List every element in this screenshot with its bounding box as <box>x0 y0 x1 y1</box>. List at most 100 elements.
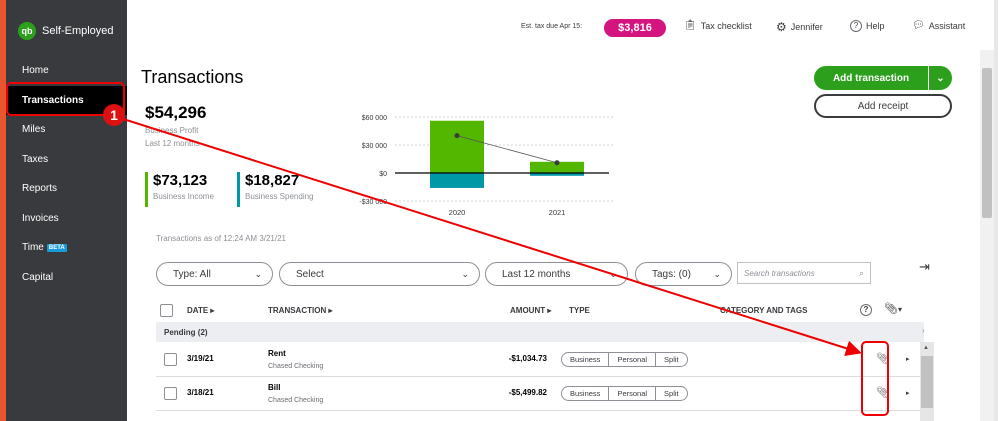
tags-filter[interactable]: Tags: (0) ⌄ <box>635 262 732 286</box>
scroll-up-arrow-icon[interactable]: ▲ <box>923 345 929 351</box>
sidebar-item-reports[interactable]: Reports <box>6 174 127 204</box>
profit-chart: $60 000 $30 000 $0 -$30 000 2020 2021 <box>359 115 615 217</box>
tax-due-amount-button[interactable]: $3,816 <box>604 19 666 37</box>
business-income-value: $73,123 <box>153 172 208 189</box>
select-filter[interactable]: Select ⌄ <box>279 262 480 286</box>
beta-badge: BETA <box>46 243 67 252</box>
annotation-highlight-transactions <box>6 82 125 116</box>
amount-header-label: AMOUNT <box>510 306 546 315</box>
sidebar-item-taxes[interactable]: Taxes <box>6 145 127 175</box>
date-column-header[interactable]: DATE ▸ <box>187 306 215 315</box>
sidebar-item-label: Invoices <box>22 212 59 224</box>
pending-expand-icon[interactable]: › <box>922 326 925 335</box>
tax-checklist-link[interactable]: 📋︎ Tax checklist <box>684 20 752 31</box>
transaction-header-label: TRANSACTION <box>268 306 327 315</box>
attach-receipt-icon[interactable]: 📎︎ <box>876 387 890 399</box>
search-placeholder: Search transactions <box>744 268 815 278</box>
chevron-down-icon: ⌄ <box>461 268 469 279</box>
table-row[interactable]: 3/19/21 Rent Chased Checking -$1,034.73 … <box>156 343 924 377</box>
tags-filter-value: Tags: (0) <box>652 268 691 280</box>
table-row[interactable]: 3/18/21 Bill Chased Checking -$5,499.82 … <box>156 377 924 411</box>
table-scrollbar-thumb[interactable] <box>921 356 933 408</box>
date-header-label: DATE <box>187 306 209 315</box>
sidebar-item-home[interactable]: Home <box>6 56 127 86</box>
export-icon[interactable]: ⇥ <box>919 259 930 274</box>
type-split-option[interactable]: Split <box>664 355 679 364</box>
window-edge <box>994 0 998 421</box>
row-expand-icon[interactable]: ▸ <box>906 390 910 397</box>
row-checkbox[interactable] <box>164 387 177 400</box>
page-title: Transactions <box>141 67 244 87</box>
sidebar-item-label: Capital <box>22 271 54 283</box>
business-income-label: Business Income <box>153 192 214 201</box>
business-profit-label: Business Profit <box>145 126 199 135</box>
sidebar-item-miles[interactable]: Miles <box>6 115 127 145</box>
sidebar-item-label: Home <box>22 65 49 77</box>
chart-category-label: 2021 <box>549 208 566 217</box>
sidebar-item-invoices[interactable]: Invoices <box>6 204 127 234</box>
help-link[interactable]: ? Help <box>850 20 885 32</box>
chart-tick-label: $30 000 <box>362 143 387 150</box>
type-segmented-control: Business Personal Split <box>561 352 688 367</box>
add-transaction-button[interactable]: Add transaction ⌄ <box>814 66 952 90</box>
amount-column-header[interactable]: AMOUNT ▸ <box>510 306 552 315</box>
type-business-option[interactable]: Business <box>562 387 610 400</box>
search-icon: ⌕ <box>858 267 864 278</box>
tax-due-label: Est. tax due Apr 15: <box>521 23 583 30</box>
chart-bar-spending <box>430 173 484 188</box>
chevron-down-icon[interactable]: ⌄ <box>928 66 952 90</box>
period-filter[interactable]: Last 12 months ⌄ <box>485 262 628 286</box>
row-transaction-name: Rent <box>268 349 286 358</box>
type-personal-option[interactable]: Personal <box>609 387 657 400</box>
help-label: Help <box>866 21 885 31</box>
type-filter[interactable]: Type: All ⌄ <box>156 262 273 286</box>
sidebar-item-capital[interactable]: Capital <box>6 263 127 293</box>
page-scrollbar-thumb[interactable] <box>982 68 992 218</box>
row-checkbox[interactable] <box>164 353 177 366</box>
select-all-checkbox[interactable] <box>160 304 173 317</box>
column-help-icon[interactable]: ? <box>860 304 872 316</box>
type-split-option[interactable]: Split <box>664 389 679 398</box>
user-menu[interactable]: ⚙ Jennifer <box>776 20 823 34</box>
sidebar-item-label: Reports <box>22 183 58 195</box>
transactions-as-of: Transactions as of 12:24 AM 3/21/21 <box>156 234 287 243</box>
chart-bar-income <box>430 120 484 173</box>
row-amount: -$5,499.82 <box>508 388 547 397</box>
business-spending-stat: $18,827 Business Spending <box>237 172 314 207</box>
user-name: Jennifer <box>790 22 823 32</box>
type-column-header: TYPE <box>569 306 590 315</box>
chart-profit-point <box>554 160 560 166</box>
clipboard-icon: 📋︎ <box>684 20 697 31</box>
annotation-highlight-attachments <box>861 341 889 416</box>
assistant-link[interactable]: 💬︎ Assistant <box>912 20 965 31</box>
row-date: 3/18/21 <box>187 388 214 397</box>
type-filter-value: Type: All <box>173 268 211 280</box>
row-expand-icon[interactable]: ▸ <box>906 356 910 363</box>
business-spending-label: Business Spending <box>245 192 314 201</box>
caret-down-icon: ▾ <box>897 305 902 314</box>
sidebar: qb Self-Employed Home Transactions Miles… <box>6 0 127 421</box>
app-logo[interactable]: qb Self-Employed <box>18 22 114 40</box>
sidebar-item-label: Miles <box>22 124 46 136</box>
pending-group-header[interactable]: Pending (2) <box>156 322 924 342</box>
search-input[interactable]: Search transactions ⌕ <box>737 262 871 284</box>
row-account: Chased Checking <box>268 363 324 370</box>
business-profit-value: $54,296 <box>145 103 207 122</box>
business-income-stat: $73,123 Business Income <box>145 172 214 207</box>
period-filter-value: Last 12 months <box>502 268 571 280</box>
chevron-down-icon: ⌄ <box>713 268 721 279</box>
help-icon: ? <box>850 20 862 32</box>
attach-receipt-icon[interactable]: 📎︎ <box>876 353 890 365</box>
attachment-column-menu[interactable]: 📎︎▾ <box>884 302 902 315</box>
sidebar-accent-stripe <box>0 0 6 421</box>
app-name: Self-Employed <box>42 25 114 37</box>
chat-bubble-icon: 💬︎ <box>912 20 925 31</box>
transaction-column-header[interactable]: TRANSACTION ▸ <box>268 306 333 315</box>
sidebar-item-time[interactable]: Time BETA <box>6 233 127 263</box>
chart-category-label: 2020 <box>449 208 466 217</box>
add-receipt-button[interactable]: Add receipt <box>814 94 952 118</box>
paperclip-icon: 📎︎ <box>884 303 898 315</box>
type-personal-option[interactable]: Personal <box>609 353 657 366</box>
type-business-option[interactable]: Business <box>562 353 610 366</box>
